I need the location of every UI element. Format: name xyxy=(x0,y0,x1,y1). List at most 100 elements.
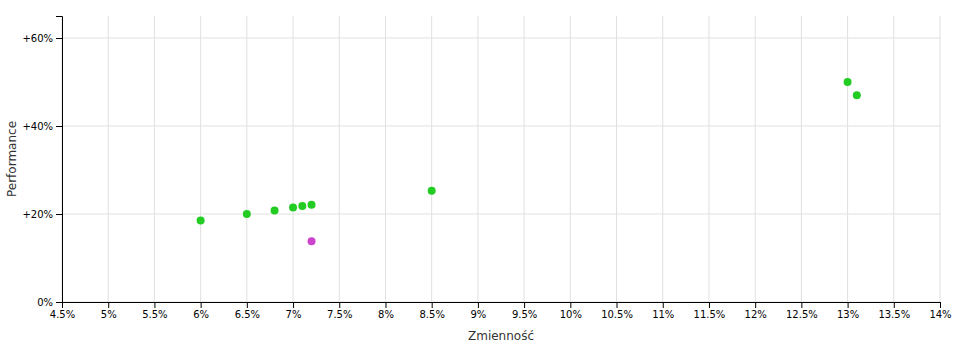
tick-label: 11.5% xyxy=(694,309,726,320)
tick-mark xyxy=(56,38,62,39)
tick: 12% xyxy=(745,302,767,320)
grid-line xyxy=(940,16,941,302)
tick: 5.5% xyxy=(142,302,167,320)
tick: 10.5% xyxy=(601,302,633,320)
tick-label: 9.5% xyxy=(512,309,537,320)
tick: 13.5% xyxy=(878,302,910,320)
grid-line xyxy=(708,16,709,302)
tick-label: 9% xyxy=(470,309,486,320)
tick-mark xyxy=(385,302,386,308)
tick-mark xyxy=(478,302,479,308)
tick-mark xyxy=(56,126,62,127)
tick: 8.5% xyxy=(419,302,444,320)
point xyxy=(271,206,279,214)
grid-line xyxy=(477,16,478,302)
tick-mark xyxy=(154,302,155,308)
grid-line xyxy=(662,16,663,302)
tick: 7.5% xyxy=(327,302,352,320)
tick-label: 7.5% xyxy=(327,309,352,320)
chart: 4.5% 5% 5.5% 6% 6.5% 7% 7.5% 8% 8.5% 9% 9.5% 10% 10.… xyxy=(0,0,966,350)
tick-mark xyxy=(432,302,433,308)
tick-mark xyxy=(663,302,664,308)
grid-line xyxy=(801,16,802,302)
grid-line xyxy=(246,16,247,302)
tick-label: +40% xyxy=(22,121,53,132)
grid-line xyxy=(755,16,756,302)
tick-mark xyxy=(848,302,849,308)
tick-mark xyxy=(570,302,571,308)
tick-label: +20% xyxy=(22,209,53,220)
tick-mark xyxy=(201,302,202,308)
tick-label: 13% xyxy=(837,309,859,320)
point xyxy=(308,201,316,209)
tick: 0% xyxy=(37,297,62,308)
tick: 10% xyxy=(560,302,582,320)
grid-line xyxy=(200,16,201,302)
x-axis-title: Zmienność xyxy=(468,329,534,343)
tick: +20% xyxy=(22,209,62,220)
tick-mark xyxy=(108,302,109,308)
tick-label: 5% xyxy=(101,309,117,320)
grid-line xyxy=(893,16,894,302)
grid-line xyxy=(339,16,340,302)
point xyxy=(243,210,251,218)
tick-label: 8% xyxy=(378,309,394,320)
grid-line xyxy=(62,214,940,215)
plot-area xyxy=(197,78,861,245)
tick-mark xyxy=(293,302,294,308)
tick-label: 7% xyxy=(286,309,302,320)
tick-mark xyxy=(940,302,941,308)
tick-label: 13.5% xyxy=(878,309,910,320)
point xyxy=(289,203,297,211)
grid-line xyxy=(616,16,617,302)
grid-line xyxy=(293,16,294,302)
tick: 7% xyxy=(286,302,302,320)
tick: 12.5% xyxy=(786,302,818,320)
tick-label: 11% xyxy=(652,309,674,320)
axis-line xyxy=(63,303,941,309)
tick-label: 12% xyxy=(745,309,767,320)
tick: +60% xyxy=(22,33,62,44)
tick-label: 4.5% xyxy=(50,309,75,320)
series xyxy=(197,78,861,225)
tick-mark xyxy=(801,302,802,308)
tick: 9.5% xyxy=(512,302,537,320)
tick: 9% xyxy=(470,302,486,320)
tick-mark xyxy=(56,302,62,303)
grid xyxy=(62,16,940,302)
tick: 11% xyxy=(652,302,674,320)
series xyxy=(308,237,316,245)
point xyxy=(308,237,316,245)
grid-line xyxy=(62,38,940,39)
tick: 6.5% xyxy=(235,302,260,320)
tick-label: 0% xyxy=(37,297,53,308)
tick: +40% xyxy=(22,121,62,132)
tick: 13% xyxy=(837,302,859,320)
tick-label: 14% xyxy=(929,309,951,320)
point xyxy=(844,78,852,86)
tick-mark xyxy=(339,302,340,308)
grid-line xyxy=(62,126,940,127)
tick-label: 10% xyxy=(560,309,582,320)
tick-mark xyxy=(56,214,62,215)
tick-label: 8.5% xyxy=(419,309,444,320)
point xyxy=(853,91,861,99)
axis-line xyxy=(56,17,63,303)
x-axis: 4.5% 5% 5.5% 6% 6.5% 7% 7.5% 8% 8.5% 9% 9.5% 10% 10.… xyxy=(50,302,952,320)
tick-mark xyxy=(247,302,248,308)
point xyxy=(428,187,436,195)
tick: 4.5% xyxy=(50,302,75,320)
tick-label: 12.5% xyxy=(786,309,818,320)
point xyxy=(197,217,205,225)
grid-line xyxy=(847,16,848,302)
grid-line xyxy=(385,16,386,302)
grid-line xyxy=(431,16,432,302)
tick-label: 10.5% xyxy=(601,309,633,320)
tick: 11.5% xyxy=(694,302,726,320)
tick: 14% xyxy=(929,302,951,320)
grid-line xyxy=(154,16,155,302)
tick: 6% xyxy=(193,302,209,320)
tick-label: +60% xyxy=(22,33,53,44)
tick-label: 6.5% xyxy=(235,309,260,320)
point xyxy=(298,202,306,210)
